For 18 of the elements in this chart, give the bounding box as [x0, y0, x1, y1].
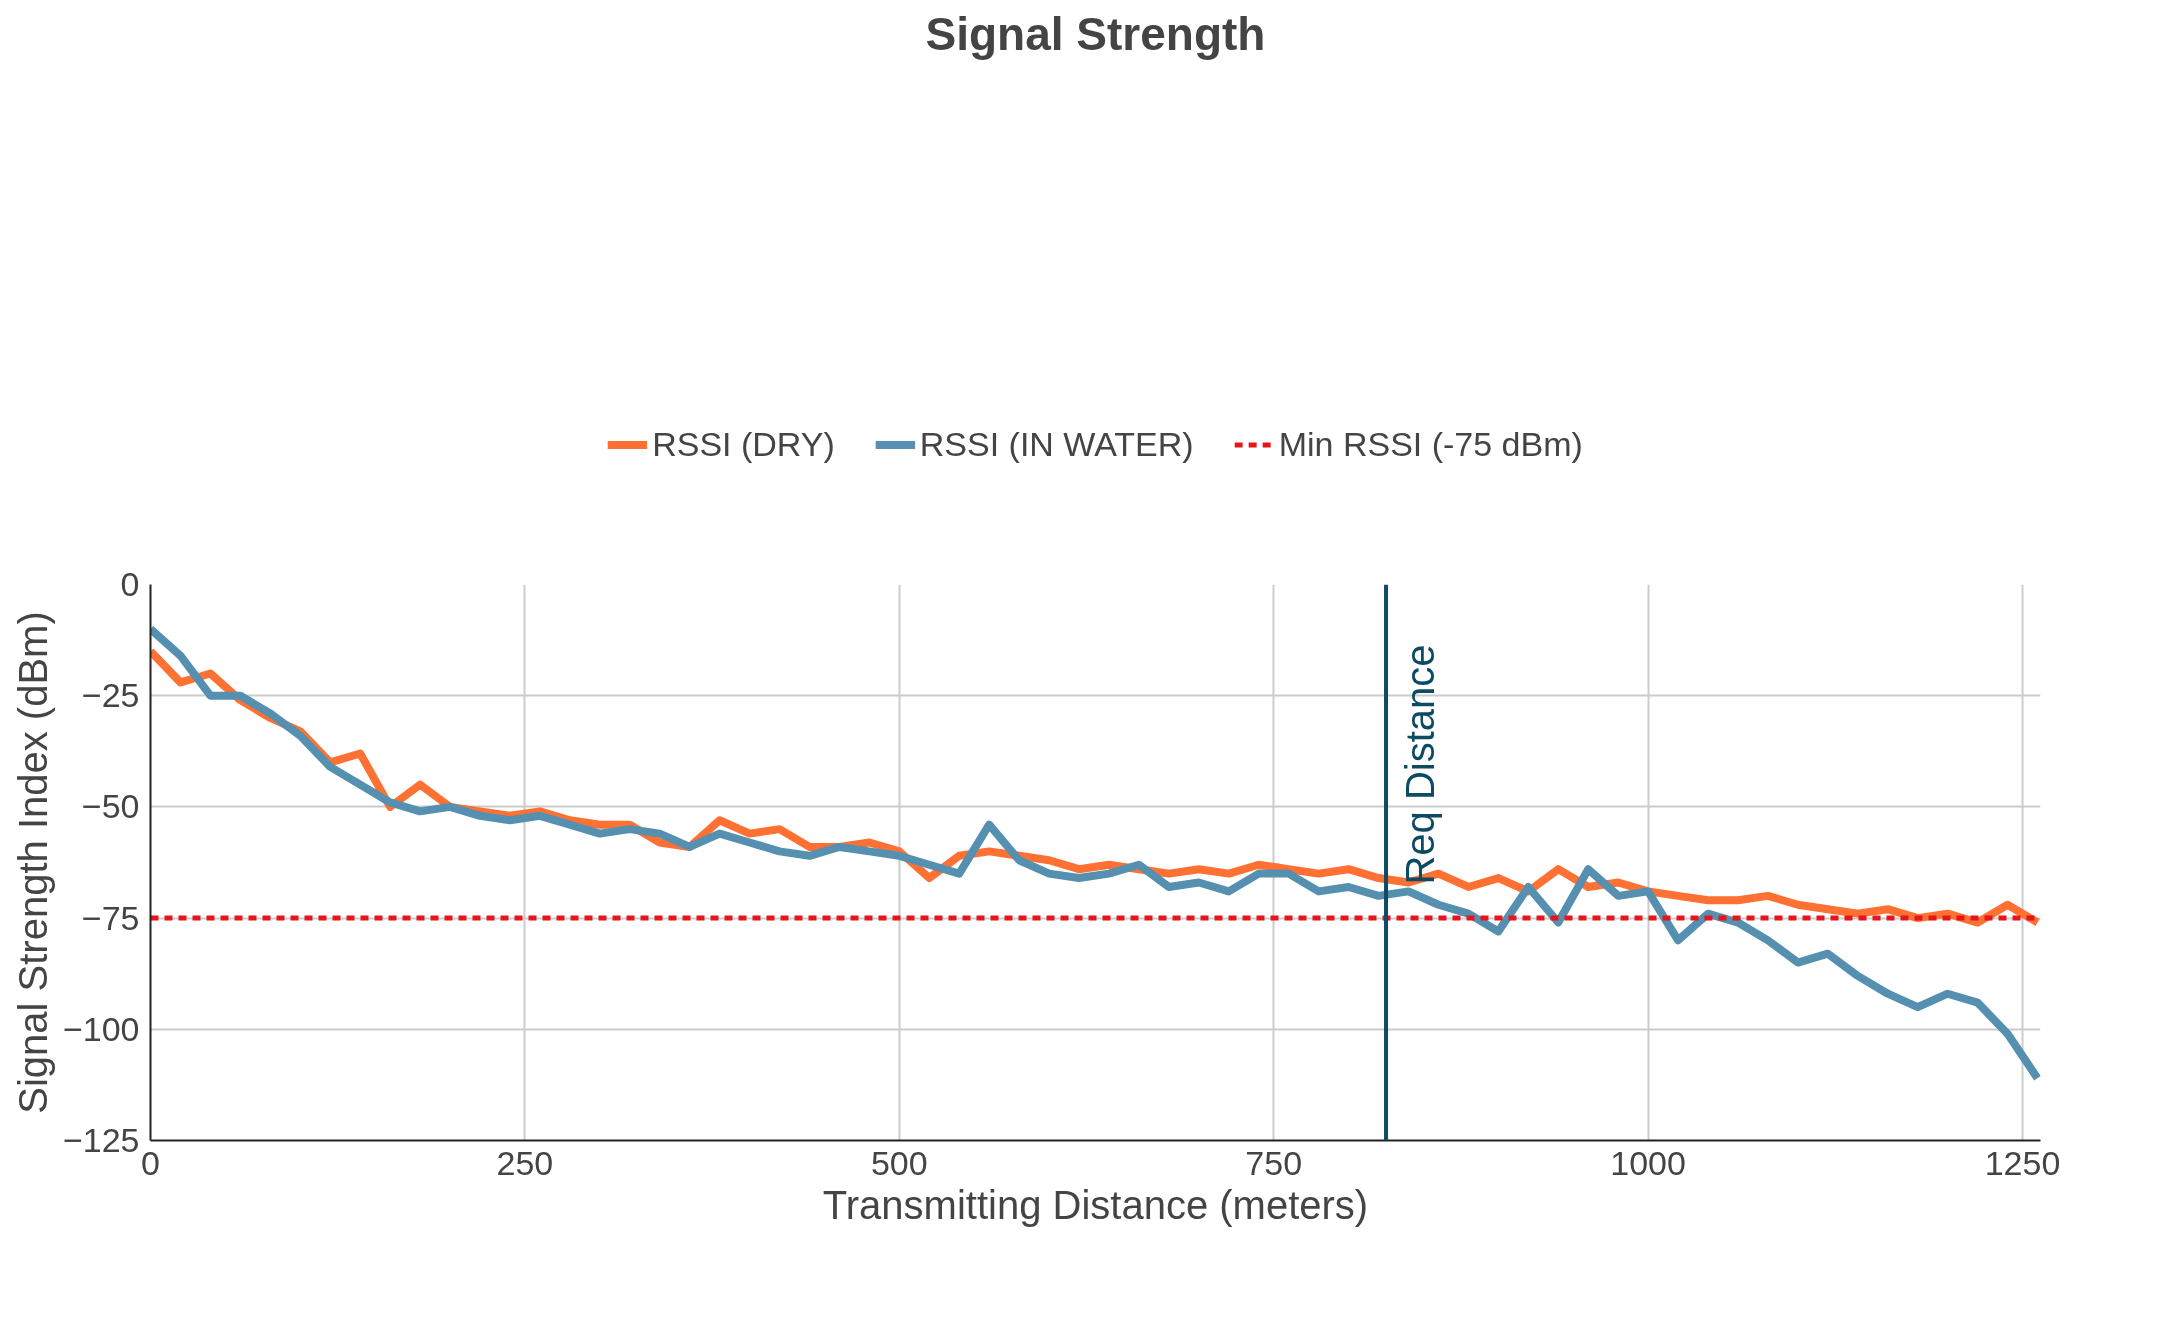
- x-axis-title: Transmitting Distance (meters): [822, 1182, 1369, 1227]
- x-tick-label: 1000: [1610, 1143, 1686, 1182]
- y-tick-label: −75: [81, 898, 140, 937]
- chart-title: Signal Strength: [925, 7, 1266, 60]
- y-tick-label: 0: [120, 565, 140, 603]
- legend-label: Min RSSI (-75 dBm): [1278, 424, 1583, 464]
- y-tick-label: −100: [62, 1009, 140, 1048]
- y-tick-label: −125: [62, 1121, 140, 1159]
- y-tick-label: −50: [81, 787, 140, 826]
- x-tick-label: 500: [870, 1143, 928, 1182]
- x-tick-label: 250: [496, 1143, 554, 1182]
- ref-line-label: Req Distance: [1398, 644, 1443, 885]
- y-tick-label: −25: [81, 676, 140, 715]
- legend-label: RSSI (IN WATER): [919, 424, 1194, 464]
- x-tick-label: 750: [1245, 1143, 1303, 1182]
- legend-label: RSSI (DRY): [652, 424, 835, 464]
- x-tick-label: 1250: [1984, 1143, 2061, 1182]
- y-axis-title: Signal Strength Index (dBm): [10, 611, 55, 1114]
